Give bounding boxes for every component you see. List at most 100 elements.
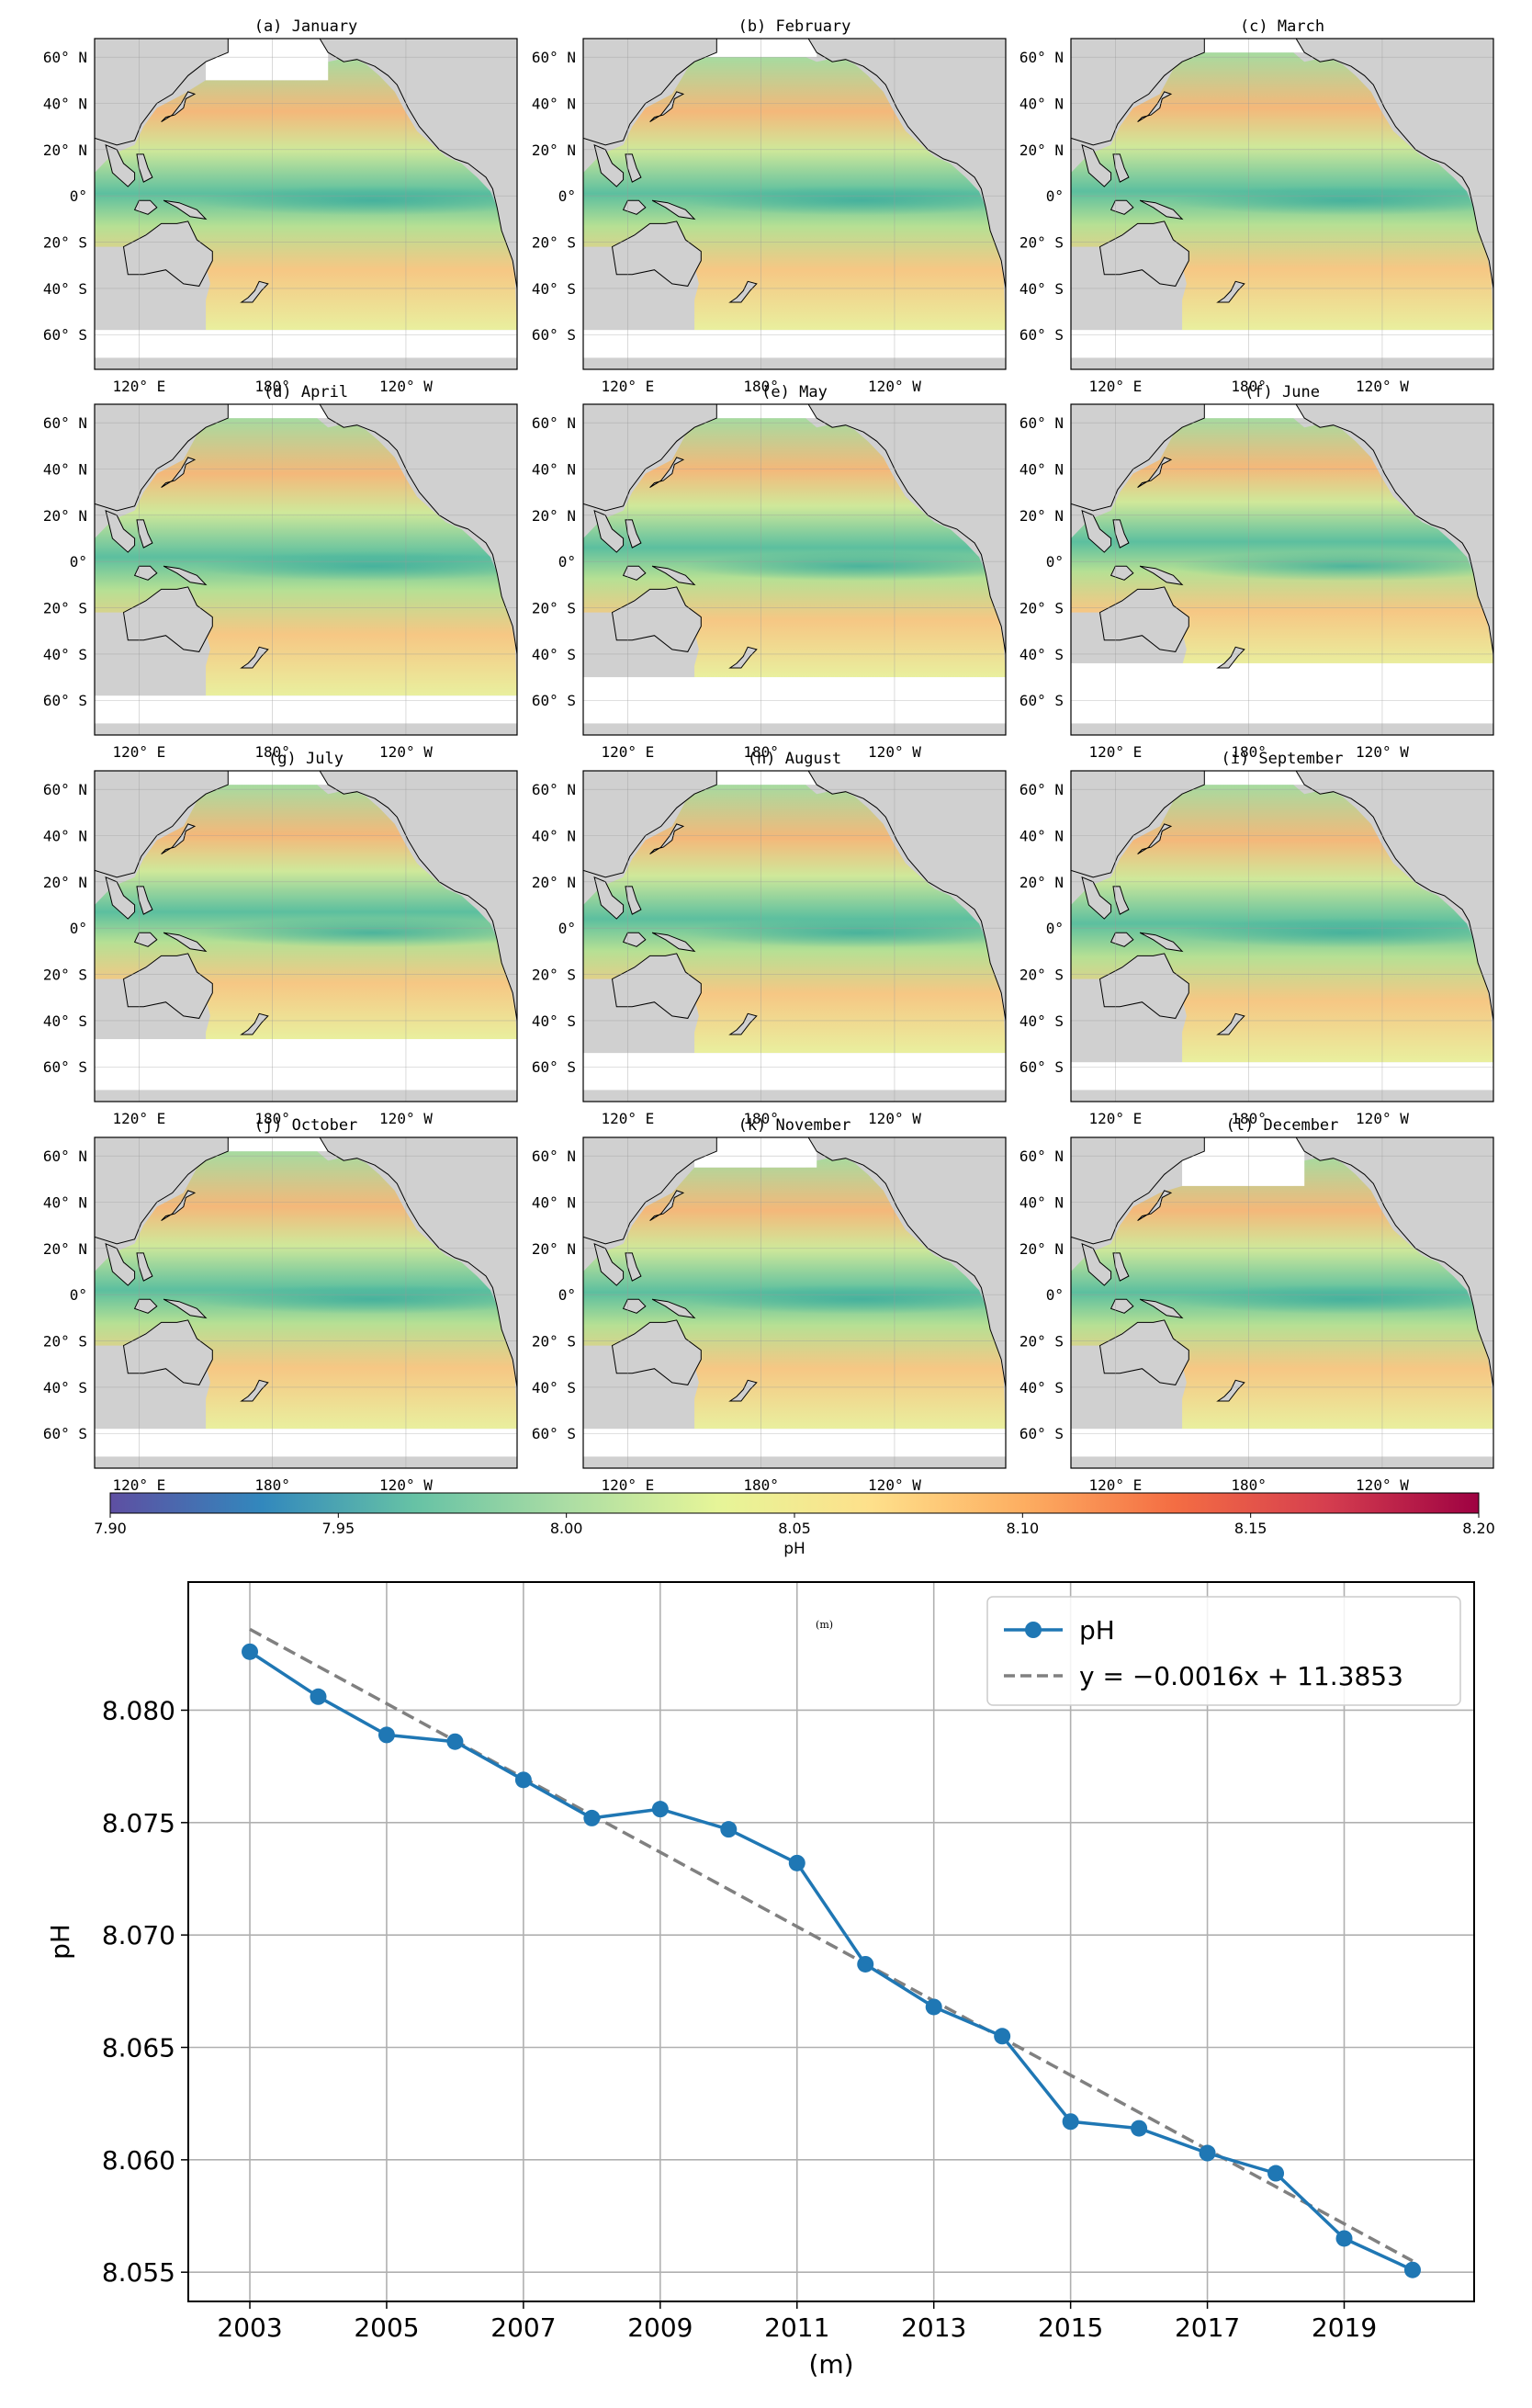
- map-panel: (l) December 60° N 40° N 20° N 0° 20° S 40° S 6…: [1019, 1116, 1494, 1494]
- map-panel: (e) May 60° N 40° N 20° N 0° 20° S 40° S 60° S 1…: [532, 383, 1007, 761]
- latitude-tick-label: 60° S: [1019, 1058, 1064, 1076]
- new-zealand: [1216, 1012, 1245, 1035]
- latitude-tick-label: 40° S: [532, 1379, 576, 1396]
- americas-west-coast: [807, 39, 1006, 288]
- new-guinea: [651, 1298, 696, 1319]
- colorbar-tick-label: 8.10: [1007, 1520, 1040, 1537]
- latitude-tick-label: 0°: [1046, 187, 1064, 205]
- indonesia: [622, 932, 647, 947]
- indonesia: [133, 1298, 158, 1314]
- latitude-tick-label: 40° S: [532, 646, 576, 663]
- australia: [611, 1319, 702, 1385]
- southeast-asia: [105, 509, 136, 553]
- equatorial-low-ph-band: [195, 1284, 517, 1315]
- latitude-tick-label: 40° S: [1019, 1012, 1064, 1030]
- indonesia: [622, 199, 647, 215]
- latitude-tick-label: 60° S: [1019, 1425, 1064, 1442]
- map-title: (g) July: [268, 750, 344, 768]
- graticule: [1071, 404, 1493, 735]
- longitude-tick-label: 120° E: [602, 1476, 655, 1494]
- equatorial-low-ph-band: [683, 186, 1006, 216]
- australia: [122, 1319, 213, 1385]
- map-content: [583, 404, 1006, 735]
- new-zealand: [240, 646, 269, 669]
- longitude-tick-label: 120° W: [379, 743, 433, 761]
- ocean-ph-field: [583, 785, 1006, 1054]
- map-frame: [94, 38, 518, 370]
- y-axis-label: pH: [45, 1924, 75, 1960]
- longitude-tick-label: 120° E: [602, 743, 655, 761]
- ph-data-point: [310, 1688, 327, 1705]
- longitude-tick-label: 180°: [1231, 743, 1267, 761]
- latitude-tick-label: 0°: [558, 920, 576, 937]
- southeast-asia: [1081, 876, 1112, 920]
- australia: [1098, 1319, 1189, 1385]
- latitude-tick-label: 60° N: [43, 781, 87, 798]
- australia: [122, 220, 213, 287]
- map-panel: (b) February 60° N 40° N 20° N 0° 20° S 40° S 6…: [532, 17, 1007, 395]
- americas-west-coast: [319, 39, 517, 288]
- southeast-asia: [593, 509, 625, 553]
- southeast-asia: [593, 876, 625, 920]
- latitude-tick-label: 40° S: [1019, 280, 1064, 298]
- equatorial-low-ph-band: [683, 551, 1006, 582]
- latitude-tick-label: 60° N: [532, 781, 576, 798]
- new-guinea: [651, 932, 696, 953]
- indonesia: [133, 565, 158, 581]
- latitude-tick-label: 60° N: [1019, 49, 1064, 66]
- americas-west-coast: [319, 404, 517, 654]
- map-panel: (g) July 60° N 40° N 20° N 0° 20° S 40° S 60° S…: [43, 750, 518, 1127]
- map-frame: [582, 770, 1007, 1102]
- y-tick-label: 8.080: [102, 1695, 175, 1725]
- map-content: [1071, 771, 1493, 1102]
- no-data-north: [206, 1137, 329, 1152]
- latitude-tick-label: 40° S: [43, 646, 87, 663]
- longitude-tick-label: 180°: [1231, 378, 1267, 395]
- latitude-tick-label: 20° N: [532, 1240, 576, 1258]
- map-title: (l) December: [1226, 1116, 1339, 1135]
- map-content: [1071, 39, 1493, 369]
- latitude-tick-label: 20° N: [532, 874, 576, 891]
- map-content: [1071, 1137, 1493, 1468]
- asia-mainland: [1071, 1137, 1205, 1245]
- latitude-tick-label: 40° S: [532, 1012, 576, 1030]
- x-tick-label: 2011: [764, 2312, 829, 2343]
- no-data-south: [1071, 1062, 1493, 1091]
- annual-ph-line-chart: 2003 2005 2007 2009 2011 2013 2015 2017 2019 8.05…: [45, 1581, 1475, 2380]
- equatorial-low-ph-band: [683, 918, 1006, 948]
- ph-data-point: [857, 1955, 874, 1973]
- asia-mainland: [583, 1137, 717, 1245]
- new-zealand: [240, 280, 269, 303]
- longitude-tick-label: 120° W: [1356, 1476, 1409, 1494]
- southeast-asia: [593, 143, 625, 187]
- latitude-tick-label: 40° N: [1019, 1193, 1064, 1211]
- ph-data-point: [514, 1771, 532, 1789]
- ph-data-point: [788, 1854, 805, 1871]
- y-tick-label: 8.055: [102, 2257, 175, 2288]
- no-data-north: [694, 404, 817, 419]
- ph-data-point: [1062, 2113, 1079, 2131]
- longitude-tick-label: 120° W: [868, 1110, 921, 1127]
- map-frame: [1070, 403, 1494, 736]
- graticule: [1071, 1137, 1493, 1468]
- longitude-tick-label: 120° W: [868, 743, 921, 761]
- latitude-tick-label: 40° N: [43, 1193, 87, 1211]
- colorbar-tick-label: 8.05: [778, 1520, 811, 1537]
- longitude-tick-label: 180°: [743, 1476, 779, 1494]
- map-title: (j) October: [254, 1116, 358, 1135]
- map-content: [583, 771, 1006, 1102]
- new-guinea: [1139, 1298, 1184, 1319]
- latitude-tick-label: 0°: [558, 187, 576, 205]
- ph-data-point: [1335, 2230, 1353, 2247]
- no-data-south: [1071, 662, 1493, 724]
- ph-data-point: [583, 1809, 601, 1826]
- longitude-tick-label: 180°: [254, 743, 290, 761]
- australia: [611, 586, 702, 652]
- graticule: [583, 39, 1006, 369]
- americas-west-coast: [319, 1137, 517, 1387]
- new-zealand: [240, 1379, 269, 1402]
- longitude-tick-label: 180°: [254, 1476, 290, 1494]
- indonesia: [1110, 1298, 1134, 1314]
- equatorial-low-ph-band: [195, 551, 517, 582]
- japan: [161, 457, 197, 489]
